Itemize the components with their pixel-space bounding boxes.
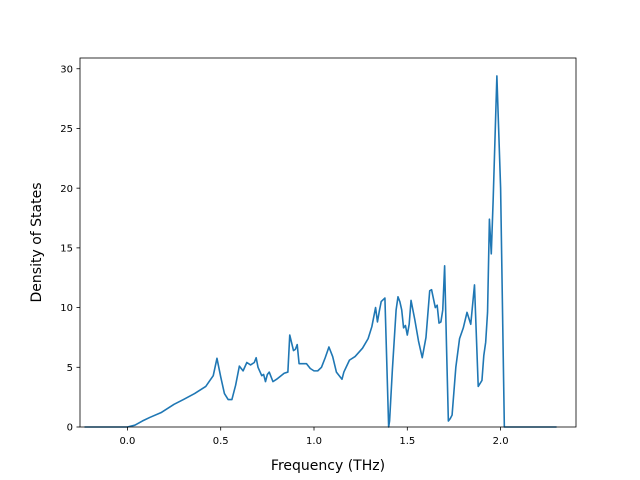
x-tick-label: 1.0 [306, 436, 322, 447]
x-tick-label: 0.5 [213, 436, 229, 447]
y-tick-label: 10 [60, 303, 73, 314]
y-tick-label: 30 [60, 64, 73, 75]
y-tick-label: 0 [67, 423, 73, 434]
y-tick-label: 15 [60, 243, 73, 254]
y-axis-ticks: 0 5 10 15 20 25 30 [60, 64, 80, 434]
dos-series-line [84, 75, 557, 428]
y-tick-label: 25 [60, 124, 73, 135]
plot-content [84, 75, 557, 428]
y-tick-label: 20 [60, 184, 73, 195]
y-tick-label: 5 [67, 363, 73, 374]
axes-frame [79, 57, 577, 428]
x-axis-label: Frequency (THz) [271, 458, 385, 474]
x-tick-label: 1.5 [399, 436, 415, 447]
x-axis-ticks: 0.0 0.5 1.0 1.5 2.0 [119, 427, 509, 447]
x-tick-label: 0.0 [119, 436, 135, 447]
x-tick-label: 2.0 [493, 436, 509, 447]
y-axis-label: Density of States [29, 183, 45, 303]
